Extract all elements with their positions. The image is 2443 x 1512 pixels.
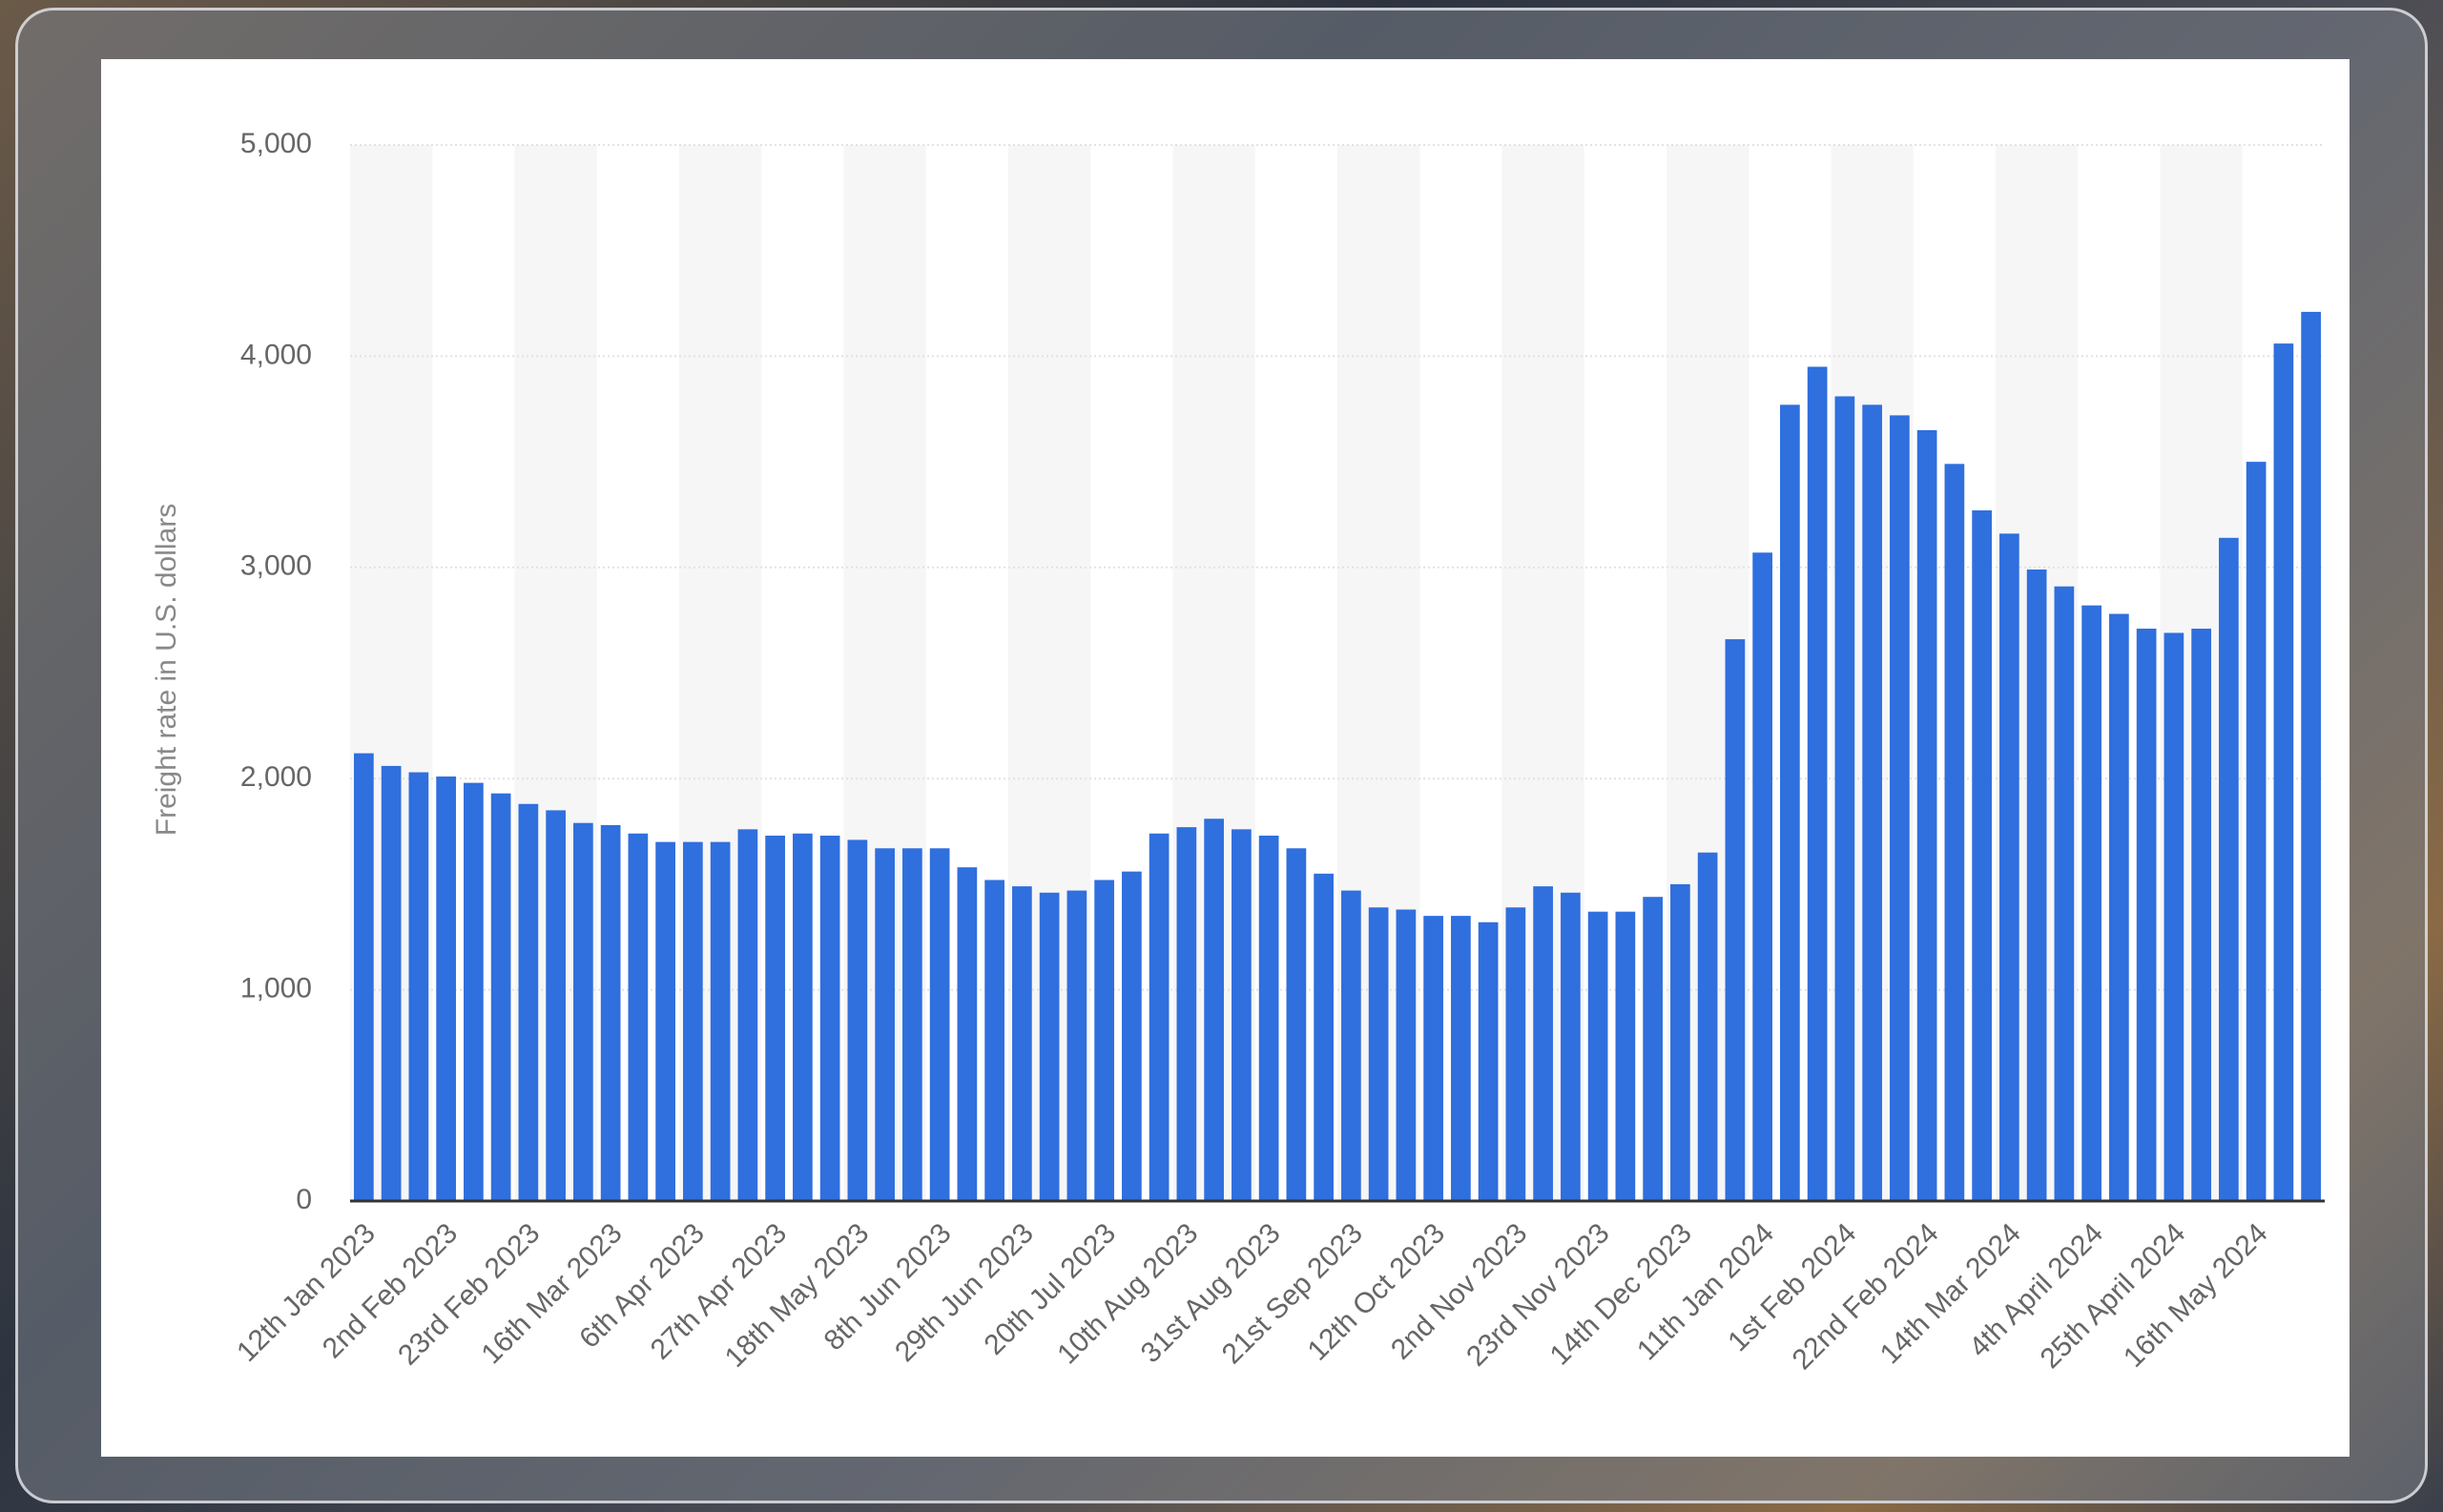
bar xyxy=(1643,897,1663,1201)
bar xyxy=(737,829,758,1201)
bar xyxy=(1587,911,1608,1201)
bar xyxy=(1505,907,1526,1201)
bar xyxy=(1094,880,1114,1201)
bar xyxy=(1176,827,1197,1201)
bar xyxy=(683,841,703,1201)
y-tick-label: 1,000 xyxy=(240,973,312,1005)
bar xyxy=(902,848,922,1201)
bar xyxy=(1368,907,1389,1201)
bar xyxy=(2219,537,2239,1201)
bar xyxy=(2191,629,2211,1201)
x-tick-label: 23rd Nov 2023 xyxy=(1460,1217,1616,1373)
bar xyxy=(1725,639,1746,1201)
bar xyxy=(2301,311,2321,1201)
bar xyxy=(1122,871,1142,1201)
x-tick-label: 16th May 2024 xyxy=(2118,1217,2274,1374)
y-tick-label: 4,000 xyxy=(240,339,312,370)
bar xyxy=(1286,848,1307,1201)
bar xyxy=(819,835,840,1201)
bar xyxy=(655,841,675,1201)
bar xyxy=(2246,462,2267,1202)
bar xyxy=(875,848,895,1201)
x-tick-label: 21st Sep 2023 xyxy=(1216,1217,1369,1370)
y-tick-label: 0 xyxy=(296,1184,312,1215)
bar xyxy=(984,880,1004,1201)
bar xyxy=(1780,404,1800,1201)
y-tick-label: 2,000 xyxy=(240,761,312,793)
bar xyxy=(1314,873,1334,1201)
bar xyxy=(1834,396,1855,1201)
bar xyxy=(1533,886,1553,1201)
bar xyxy=(518,803,539,1201)
bar xyxy=(2136,629,2157,1201)
bar xyxy=(1451,916,1471,1201)
x-tick-label: 14th Dec 2023 xyxy=(1544,1217,1698,1371)
bar xyxy=(1423,916,1443,1201)
x-tick-label: 18th May 2023 xyxy=(719,1217,876,1374)
bar xyxy=(1999,533,2019,1201)
bar xyxy=(1944,464,1965,1202)
x-tick-label: 23rd Feb 2023 xyxy=(392,1217,546,1371)
bar xyxy=(1478,922,1499,1201)
bar xyxy=(408,772,429,1201)
bar xyxy=(1890,415,1910,1202)
bar xyxy=(2081,605,2101,1201)
y-axis-title: Freight rate in U.S. dollars xyxy=(151,504,182,836)
x-tick-label: 22nd Feb 2024 xyxy=(1787,1217,1945,1376)
bar xyxy=(573,822,593,1201)
bar xyxy=(2273,343,2294,1202)
bar xyxy=(929,848,950,1201)
bar xyxy=(1149,833,1170,1201)
bar xyxy=(1066,890,1087,1201)
bar xyxy=(436,776,456,1201)
bar xyxy=(490,793,511,1201)
bar xyxy=(2054,586,2075,1201)
bar xyxy=(1916,429,1937,1201)
x-tick-label: 14th Mar 2024 xyxy=(1874,1217,2027,1370)
x-tick-label: 25th April 2024 xyxy=(2035,1217,2192,1375)
x-tick-label: 31st Aug 2023 xyxy=(1135,1217,1287,1369)
bar xyxy=(1341,890,1361,1201)
y-tick-label: 3,000 xyxy=(240,550,312,582)
bar xyxy=(1561,892,1581,1201)
bar xyxy=(1232,829,1252,1201)
bar xyxy=(1972,510,1992,1201)
bar xyxy=(1012,886,1032,1201)
bar xyxy=(628,833,649,1201)
bar xyxy=(381,765,402,1201)
bar xyxy=(710,841,731,1201)
chart: Freight rate in U.S. dollars 0 1,000 2,000… xyxy=(101,59,2350,1457)
x-tick-label: 12th Jan 2023 xyxy=(231,1217,382,1368)
bar xyxy=(765,835,785,1201)
bar xyxy=(1807,366,1828,1202)
bar xyxy=(957,867,978,1201)
bar xyxy=(546,810,566,1201)
bar xyxy=(354,753,374,1201)
bar xyxy=(1615,911,1636,1201)
bar xyxy=(1670,883,1690,1201)
bar xyxy=(793,833,813,1201)
bar xyxy=(600,824,621,1201)
bar xyxy=(1204,818,1224,1201)
bar xyxy=(2109,613,2129,1201)
bar xyxy=(2164,632,2184,1201)
x-tick-label: 10th Aug 2023 xyxy=(1051,1217,1204,1370)
bar xyxy=(1697,852,1718,1201)
bar xyxy=(1396,909,1417,1201)
bar xyxy=(847,839,868,1201)
bar xyxy=(1039,892,1060,1201)
bar xyxy=(464,782,484,1201)
bar xyxy=(1862,404,1882,1201)
x-tick-label: 16th Mar 2023 xyxy=(476,1217,629,1370)
bar xyxy=(2026,570,2047,1201)
bar xyxy=(1752,552,1772,1201)
y-tick-label: 5,000 xyxy=(240,128,312,159)
bar xyxy=(1258,835,1279,1201)
